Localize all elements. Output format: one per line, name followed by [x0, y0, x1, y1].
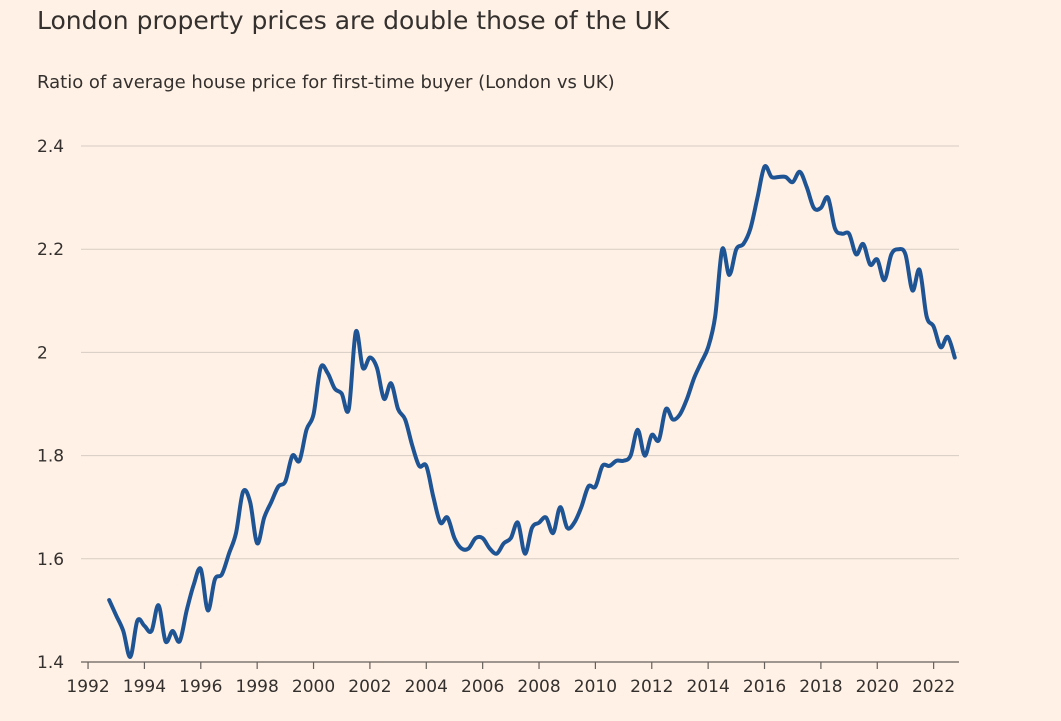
- y-tick-label: 2.2: [37, 240, 64, 260]
- grid-lines: [81, 145, 959, 560]
- x-tick-label: 2014: [687, 677, 730, 697]
- x-tick-label: 2018: [799, 677, 842, 697]
- x-tick-label: 2002: [348, 677, 391, 697]
- y-tick-label: 1.4: [37, 653, 64, 673]
- x-tick-label: 2000: [292, 677, 335, 697]
- x-tick-label: 2022: [912, 677, 955, 697]
- x-tick-label: 2012: [630, 677, 673, 697]
- y-tick-label: 2.4: [37, 137, 64, 157]
- x-tick-label: 1994: [123, 677, 166, 697]
- x-tick-label: 2008: [517, 677, 560, 697]
- x-axis: 1992 1994 1996 1998 2000 2002 2004 2006 2008 2010…: [66, 661, 959, 697]
- chart-title: London property prices are double those …: [37, 6, 670, 35]
- x-tick-label: 2020: [856, 677, 899, 697]
- x-tick-label: 2016: [743, 677, 786, 697]
- series-group: [107, 164, 957, 659]
- x-tick-label: 1996: [179, 677, 222, 697]
- x-tick-label: 1998: [236, 677, 279, 697]
- series-line: [107, 164, 957, 659]
- y-tick-label: 1.6: [37, 550, 64, 570]
- x-tick-label: 2006: [461, 677, 504, 697]
- y-tick-label: 1.8: [37, 447, 64, 467]
- x-tick-label: 2004: [405, 677, 448, 697]
- x-tick-label: 2010: [574, 677, 617, 697]
- y-tick-label: 2: [37, 343, 48, 363]
- x-tick-label: 1992: [66, 677, 109, 697]
- chart-subtitle: Ratio of average house price for first-t…: [37, 72, 615, 93]
- y-axis: 1.4 1.6 1.8 2 2.2 2.4: [37, 137, 64, 673]
